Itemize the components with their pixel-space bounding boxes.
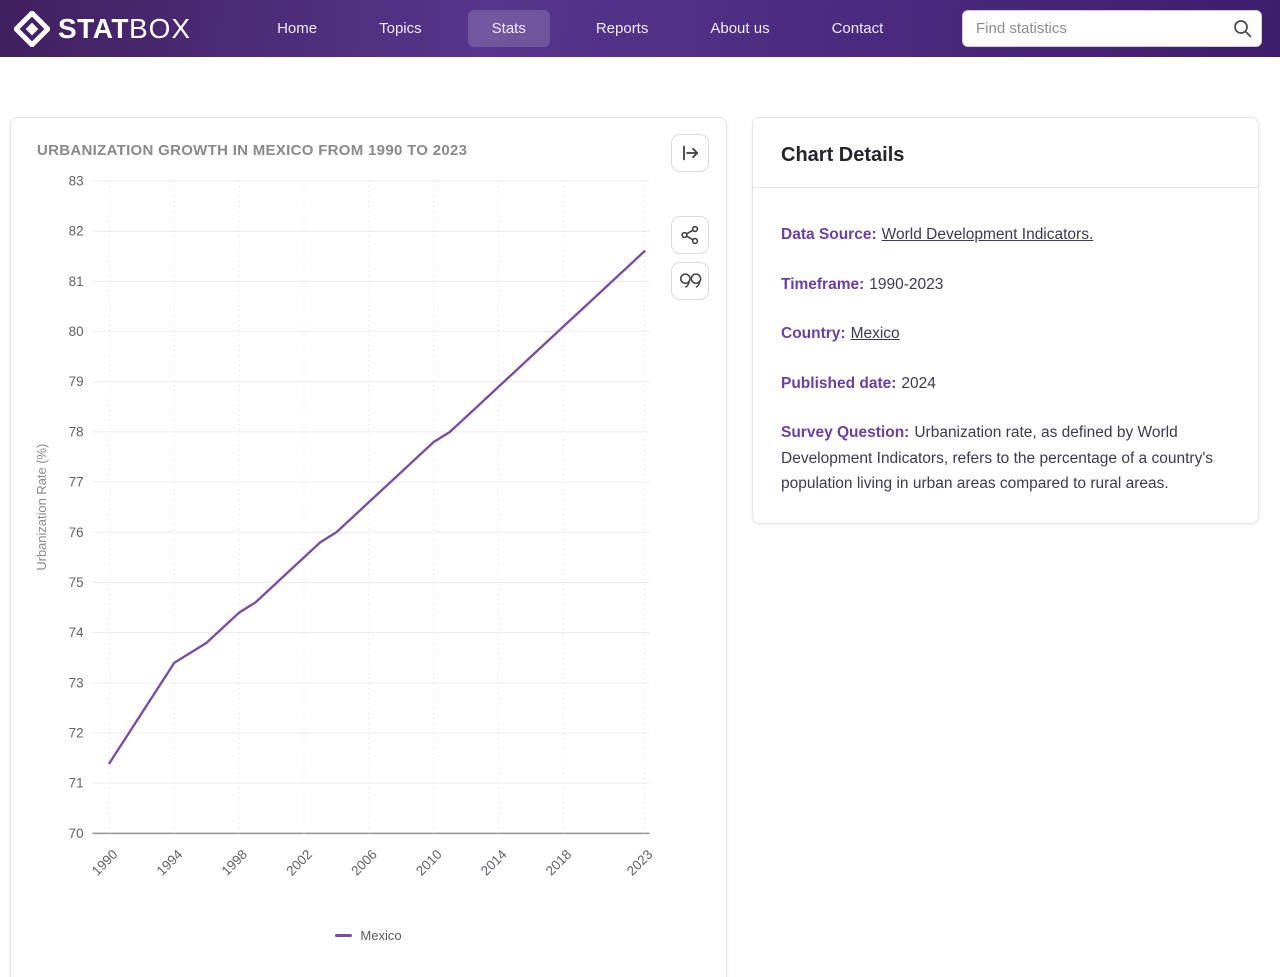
svg-text:77: 77 — [69, 475, 84, 490]
field-label: Data Source: — [781, 226, 877, 243]
svg-text:83: 83 — [69, 174, 84, 189]
line-chart: 70 71 72 73 74 75 76 77 78 79 80 81 82 83 1990 1994 1998… — [34, 174, 656, 879]
svg-text:2018: 2018 — [543, 847, 575, 879]
svg-text:2010: 2010 — [413, 847, 445, 879]
svg-text:73: 73 — [69, 675, 84, 690]
main-nav: Home Topics Stats Reports About us Conta… — [261, 10, 899, 47]
field-country: Country: Mexico — [781, 321, 1230, 347]
arrow-from-bar-icon — [683, 145, 699, 161]
svg-text:1990: 1990 — [89, 847, 121, 879]
svg-text:71: 71 — [69, 776, 84, 791]
svg-text:2014: 2014 — [478, 846, 510, 878]
field-label: Survey Question: — [781, 424, 910, 442]
svg-text:81: 81 — [69, 274, 84, 289]
field-value: Urbanization rate, as defined by World D… — [781, 424, 1214, 493]
chart-header: URBANIZATION GROWTH IN MEXICO FROM 1990 … — [11, 118, 726, 161]
country-link[interactable]: Mexico — [850, 325, 900, 343]
double-quote-icon — [680, 273, 702, 288]
nav-item-topics[interactable]: Topics — [379, 20, 422, 37]
legend-label-mexico[interactable]: Mexico — [360, 928, 402, 943]
svg-text:2002: 2002 — [283, 847, 315, 879]
field-value: 2024 — [901, 374, 936, 392]
details-body: Data Source: World Development Indicators… — [753, 188, 1258, 523]
field-published-date: Published date: 2024 — [781, 371, 1230, 397]
svg-text:72: 72 — [69, 725, 84, 740]
brand-text: STATBOX — [58, 12, 192, 44]
field-survey-question: Survey Question: Urbanization rate, as de… — [781, 420, 1230, 497]
svg-text:1994: 1994 — [154, 846, 186, 878]
svg-text:2006: 2006 — [348, 847, 380, 879]
svg-text:1998: 1998 — [219, 847, 251, 879]
share-nodes-icon — [681, 225, 699, 245]
svg-text:2023: 2023 — [624, 847, 656, 879]
legend-marker-mexico[interactable] — [335, 934, 353, 937]
data-source-link[interactable]: World Development Indicators. — [881, 226, 1094, 243]
nav-item-contact[interactable]: Contact — [831, 20, 884, 37]
svg-text:75: 75 — [69, 575, 84, 590]
svg-text:82: 82 — [69, 224, 84, 239]
nav-item-home[interactable]: Home — [277, 20, 318, 37]
top-nav-bar: STATBOX Home Topics Stats Reports About … — [0, 0, 1280, 57]
nav-item-reports[interactable]: Reports — [595, 20, 649, 37]
export-button[interactable] — [671, 134, 709, 172]
search-icon[interactable] — [1232, 18, 1253, 39]
svg-text:78: 78 — [69, 424, 84, 439]
svg-text:74: 74 — [69, 625, 84, 640]
diamond-icon — [14, 10, 50, 47]
svg-text:76: 76 — [69, 525, 84, 540]
nav-item-stats[interactable]: Stats — [467, 10, 550, 47]
content-area: URBANIZATION GROWTH IN MEXICO FROM 1990 … — [0, 57, 1280, 977]
chart-title: URBANIZATION GROWTH IN MEXICO FROM 1990 … — [37, 142, 468, 159]
field-label: Timeframe: — [781, 275, 865, 293]
details-header: Chart Details — [753, 118, 1258, 188]
svg-text:79: 79 — [69, 374, 84, 389]
field-label: Country: — [781, 325, 846, 343]
field-label: Published date: — [781, 374, 897, 392]
chart-legend: Mexico — [11, 928, 726, 943]
search-box — [962, 10, 1262, 47]
svg-text:70: 70 — [69, 826, 84, 841]
share-button[interactable] — [671, 216, 709, 254]
svg-text:80: 80 — [69, 324, 84, 339]
field-timeframe: Timeframe: 1990-2023 — [781, 272, 1230, 298]
chart-card: URBANIZATION GROWTH IN MEXICO FROM 1990 … — [10, 117, 727, 977]
nav-item-about-us[interactable]: About us — [710, 20, 770, 37]
svg-text:Urbanization Rate (%): Urbanization Rate (%) — [34, 444, 49, 571]
field-value: 1990-2023 — [869, 275, 944, 293]
statbox-logo[interactable]: STATBOX — [14, 10, 192, 47]
details-title: Chart Details — [781, 144, 905, 166]
chart-plot-area: 70 71 72 73 74 75 76 77 78 79 80 81 82 83 1990 1994 1998… — [11, 161, 726, 922]
field-data-source: Data Source: World Development Indicators… — [781, 222, 1230, 248]
chart-details-card: Chart Details Data Source: World Developm… — [752, 117, 1259, 524]
cite-button[interactable] — [671, 262, 709, 300]
search-input[interactable] — [962, 10, 1262, 47]
